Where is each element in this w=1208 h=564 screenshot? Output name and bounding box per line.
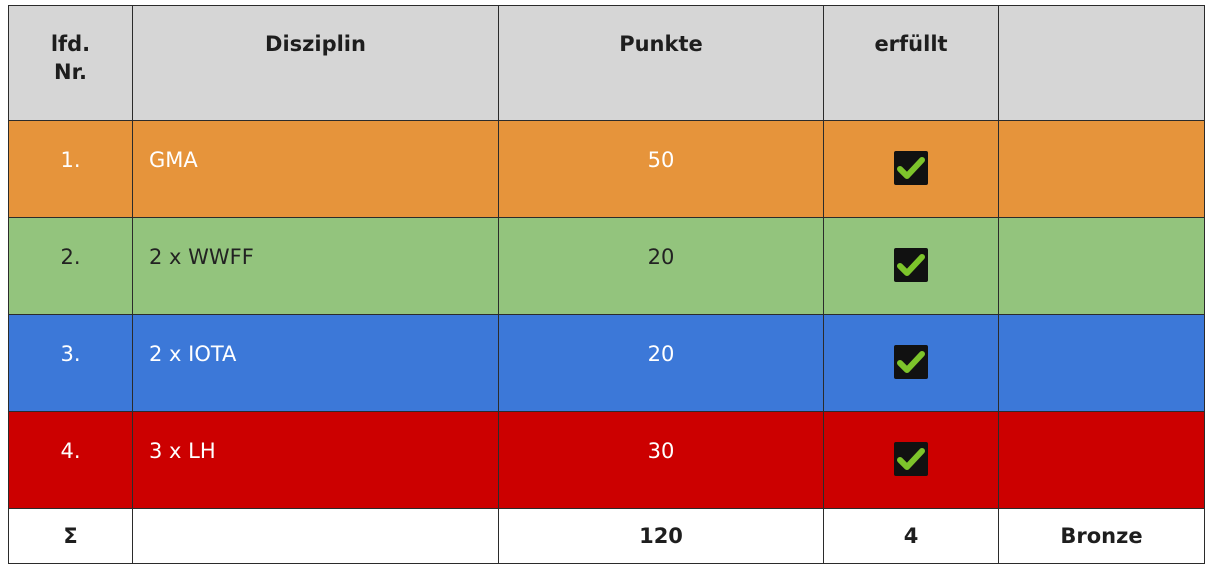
row-discipline: 2 x IOTA xyxy=(132,314,499,412)
summary-row: Σ 120 4 Bronze xyxy=(8,508,1205,564)
row-nr: 3. xyxy=(8,314,133,412)
row-nr: 4. xyxy=(8,411,133,509)
row-fulfilled xyxy=(823,411,999,509)
header-points: Punkte xyxy=(498,5,824,121)
summary-fulfilled: 4 xyxy=(823,508,999,564)
row-nr: 1. xyxy=(8,120,133,218)
award-table: lfd. Nr. Disziplin Punkte erfüllt 1. GMA … xyxy=(8,5,1205,564)
header-nr-line1: lfd. xyxy=(50,32,91,56)
row-points: 20 xyxy=(498,217,824,315)
header-nr-line2: Nr. xyxy=(54,60,87,84)
row-fulfilled xyxy=(823,217,999,315)
row-extra xyxy=(998,314,1205,412)
table-row: 1. GMA 50 xyxy=(8,120,1205,218)
row-fulfilled xyxy=(823,314,999,412)
row-points: 20 xyxy=(498,314,824,412)
summary-symbol: Σ xyxy=(8,508,133,564)
table-row: 2. 2 x WWFF 20 xyxy=(8,217,1205,315)
checkmark-icon xyxy=(894,345,928,379)
row-discipline: 2 x WWFF xyxy=(132,217,499,315)
summary-points: 120 xyxy=(498,508,824,564)
header-fulfilled: erfüllt xyxy=(823,5,999,121)
summary-discipline xyxy=(132,508,499,564)
table-row: 4. 3 x LH 30 xyxy=(8,411,1205,509)
row-fulfilled xyxy=(823,120,999,218)
checkmark-icon xyxy=(894,442,928,476)
header-discipline: Disziplin xyxy=(132,5,499,121)
summary-award: Bronze xyxy=(998,508,1205,564)
table-row: 3. 2 x IOTA 20 xyxy=(8,314,1205,412)
checkmark-icon xyxy=(894,248,928,282)
row-extra xyxy=(998,120,1205,218)
row-discipline: 3 x LH xyxy=(132,411,499,509)
checkmark-icon xyxy=(894,151,928,185)
header-nr: lfd. Nr. xyxy=(8,5,133,121)
row-nr: 2. xyxy=(8,217,133,315)
table-header-row: lfd. Nr. Disziplin Punkte erfüllt xyxy=(8,5,1205,121)
row-extra xyxy=(998,217,1205,315)
row-points: 30 xyxy=(498,411,824,509)
row-discipline: GMA xyxy=(132,120,499,218)
row-points: 50 xyxy=(498,120,824,218)
header-extra xyxy=(998,5,1205,121)
row-extra xyxy=(998,411,1205,509)
